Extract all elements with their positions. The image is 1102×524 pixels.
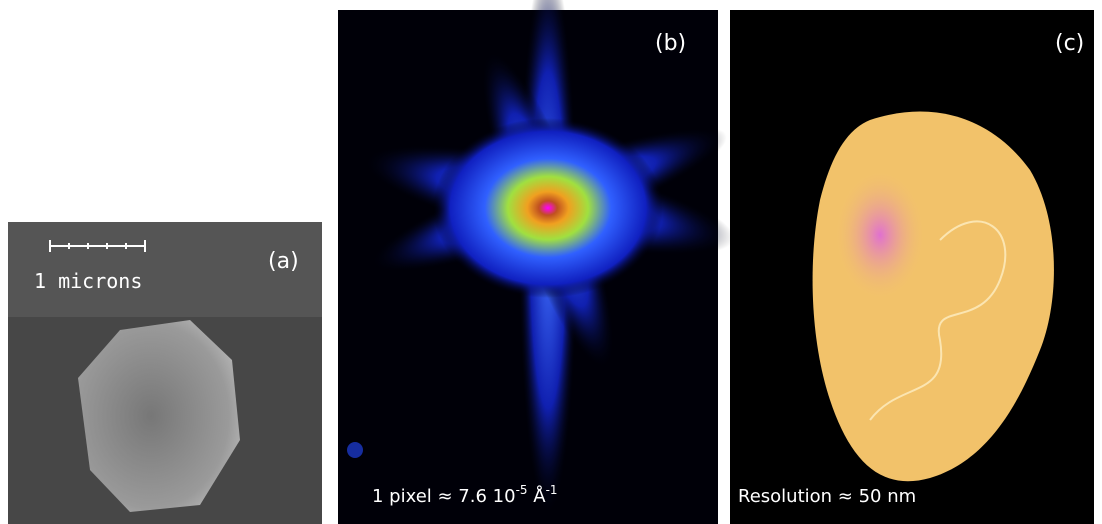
caption: Resolution ≈ 50 nm <box>738 486 916 507</box>
panel-c: (c) Resolution ≈ 50 nm <box>730 10 1094 524</box>
scale-bar-label: 1 microns <box>34 269 142 293</box>
panel-label: (b) <box>655 31 686 56</box>
caption: 1 pixel ≈ 7.6 10-5 Å-1 <box>372 483 558 507</box>
panel-b: (b) 1 pixel ≈ 7.6 10-5 Å-1 <box>338 0 742 524</box>
panel-label: (c) <box>1055 31 1084 56</box>
caption-unit: Å <box>528 485 547 507</box>
caption-text: 1 pixel ≈ 7.6 10 <box>372 486 516 507</box>
panel-a: 1 microns (a) <box>8 222 322 524</box>
caption-exponent: -5 <box>516 483 528 497</box>
figure: 1 microns (a) (b) 1 pixel ≈ 7.6 10-5 Å-1… <box>0 0 1102 524</box>
panel-label: (a) <box>268 249 299 274</box>
caption-unit-exponent: -1 <box>546 483 558 497</box>
